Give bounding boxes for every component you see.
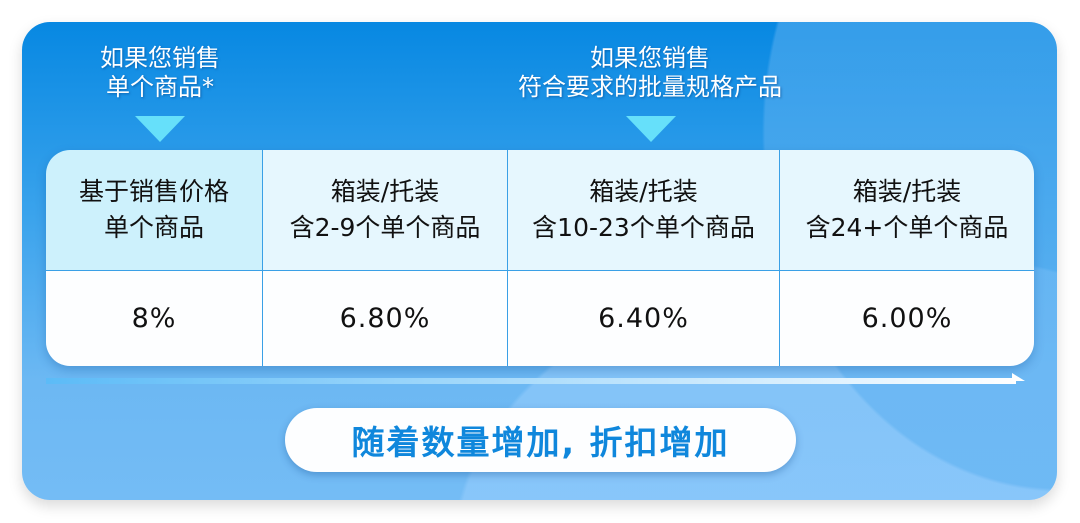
bulk-item-label: 如果您销售 符合要求的批量规格产品: [480, 44, 820, 102]
header-cell: 箱装/托装 含24+个单个商品: [780, 150, 1034, 271]
table-header-row: 基于销售价格 单个商品 箱装/托装 含2-9个单个商品 箱装/托装 含10-23个单个…: [46, 150, 1034, 271]
table-row: 8% 6.80% 6.40% 6.00%: [46, 271, 1034, 366]
header-cell: 基于销售价格 单个商品: [46, 150, 263, 271]
value-cell: 6.00%: [780, 271, 1034, 366]
pointer-down-icon: [626, 116, 676, 142]
discount-banner: 随着数量增加, 折扣增加: [285, 408, 796, 472]
fee-table: 基于销售价格 单个商品 箱装/托装 含2-9个单个商品 箱装/托装 含10-23个单个…: [46, 150, 1034, 366]
value-cell: 6.80%: [263, 271, 508, 366]
label-line: 单个商品*: [106, 73, 214, 101]
label-line: 符合要求的批量规格产品: [518, 73, 782, 101]
arrow-head-icon: [1012, 373, 1025, 381]
label-line: 如果您销售: [100, 44, 220, 72]
pointer-down-icon: [135, 116, 185, 142]
header-cell: 箱装/托装 含10-23个单个商品: [508, 150, 780, 271]
label-line: 如果您销售: [590, 44, 710, 72]
header-cell: 箱装/托装 含2-9个单个商品: [263, 150, 508, 271]
single-item-label: 如果您销售 单个商品*: [60, 44, 260, 102]
value-cell: 6.40%: [508, 271, 780, 366]
value-cell: 8%: [46, 271, 263, 366]
increase-arrow: [46, 378, 1016, 384]
